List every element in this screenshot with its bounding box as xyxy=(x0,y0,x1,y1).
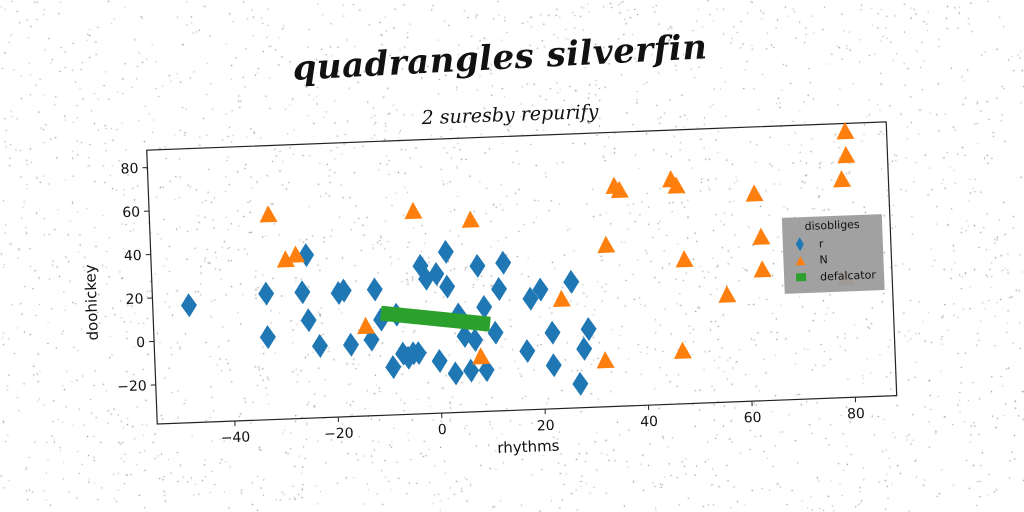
x-tick-label: 0 xyxy=(438,422,448,438)
point-r xyxy=(385,355,402,380)
point-r xyxy=(476,295,493,320)
point-r xyxy=(439,274,456,299)
point-r xyxy=(343,332,359,357)
point-r xyxy=(580,317,597,342)
point-r xyxy=(259,325,276,350)
x-axis-label: rhythms xyxy=(497,437,560,457)
point-N xyxy=(610,180,629,199)
x-tick-label: 60 xyxy=(743,410,761,427)
legend-box xyxy=(781,214,885,294)
point-r xyxy=(532,277,549,302)
legend-marker-N xyxy=(795,256,806,266)
point-r xyxy=(572,371,589,396)
x-tick-label: 80 xyxy=(847,406,865,423)
y-tick-label: 20 xyxy=(125,291,143,308)
point-r xyxy=(563,269,580,294)
x-tick-label: −40 xyxy=(220,429,250,446)
point-r xyxy=(418,266,435,291)
legend-label-r: r xyxy=(819,237,824,250)
point-N xyxy=(404,201,423,220)
point-N xyxy=(673,341,692,359)
point-r xyxy=(428,262,445,287)
axes-frame xyxy=(146,121,898,425)
point-r xyxy=(311,333,328,358)
x-tick-label: 40 xyxy=(640,414,658,431)
legend-marker-r xyxy=(795,237,804,252)
point-r xyxy=(519,339,536,364)
point-r xyxy=(545,353,562,378)
legend-item-r: r xyxy=(795,237,824,252)
point-N xyxy=(752,227,771,245)
point-N xyxy=(836,122,855,140)
point-N xyxy=(753,260,772,278)
point-r xyxy=(576,336,593,361)
point-r xyxy=(366,277,383,302)
legend-item-defalcator: defalcator xyxy=(795,268,877,283)
legend: disobliges r N defalcator xyxy=(781,214,885,294)
point-N xyxy=(461,210,480,228)
legend-label-defalcator: defalcator xyxy=(820,268,877,283)
point-N xyxy=(745,184,764,202)
point-r xyxy=(463,358,480,383)
point-r xyxy=(487,320,504,345)
point-r xyxy=(258,281,275,306)
point-r xyxy=(410,341,427,366)
point-r xyxy=(522,286,539,311)
point-N xyxy=(259,205,278,223)
point-r xyxy=(431,348,448,373)
point-r xyxy=(495,250,512,275)
point-N xyxy=(718,285,737,303)
point-r xyxy=(491,277,508,302)
point-r xyxy=(544,320,561,345)
y-tick-label: 0 xyxy=(136,335,146,351)
legend-label-N: N xyxy=(819,253,828,266)
point-r xyxy=(447,361,464,386)
plot-marks xyxy=(180,122,856,396)
point-r xyxy=(437,239,454,264)
point-N xyxy=(667,176,686,194)
point-N xyxy=(833,170,852,188)
point-N xyxy=(287,245,306,263)
x-tick-label: −20 xyxy=(324,426,354,443)
point-N xyxy=(357,316,376,335)
point-r xyxy=(294,280,311,305)
legend-title: disobliges xyxy=(804,218,860,233)
point-N xyxy=(597,235,616,254)
point-N xyxy=(596,351,615,369)
y-tick-label: 60 xyxy=(122,204,140,221)
point-r xyxy=(180,293,197,318)
point-N xyxy=(552,289,571,308)
point-r xyxy=(335,278,352,303)
point-N xyxy=(276,250,295,268)
x-tick-label: 20 xyxy=(537,418,555,435)
series-line-defalcator xyxy=(380,305,491,332)
point-r xyxy=(400,345,417,370)
point-r xyxy=(469,253,486,278)
x-axis: −40 −20 0 20 40 60 80 xyxy=(220,397,865,447)
y-tick-label: −20 xyxy=(117,378,147,395)
point-r xyxy=(298,243,315,268)
point-N xyxy=(675,250,694,268)
point-N xyxy=(837,146,856,164)
point-r xyxy=(300,308,317,333)
y-axis-label: doohickey xyxy=(81,264,102,341)
y-tick-label: 80 xyxy=(120,161,138,178)
legend-item-N: N xyxy=(795,253,828,266)
point-r xyxy=(467,328,484,352)
y-axis: −20 0 20 40 60 80 xyxy=(117,161,156,395)
legend-marker-defalcator xyxy=(795,273,807,282)
y-tick-label: 40 xyxy=(124,248,142,265)
point-N xyxy=(472,347,491,365)
